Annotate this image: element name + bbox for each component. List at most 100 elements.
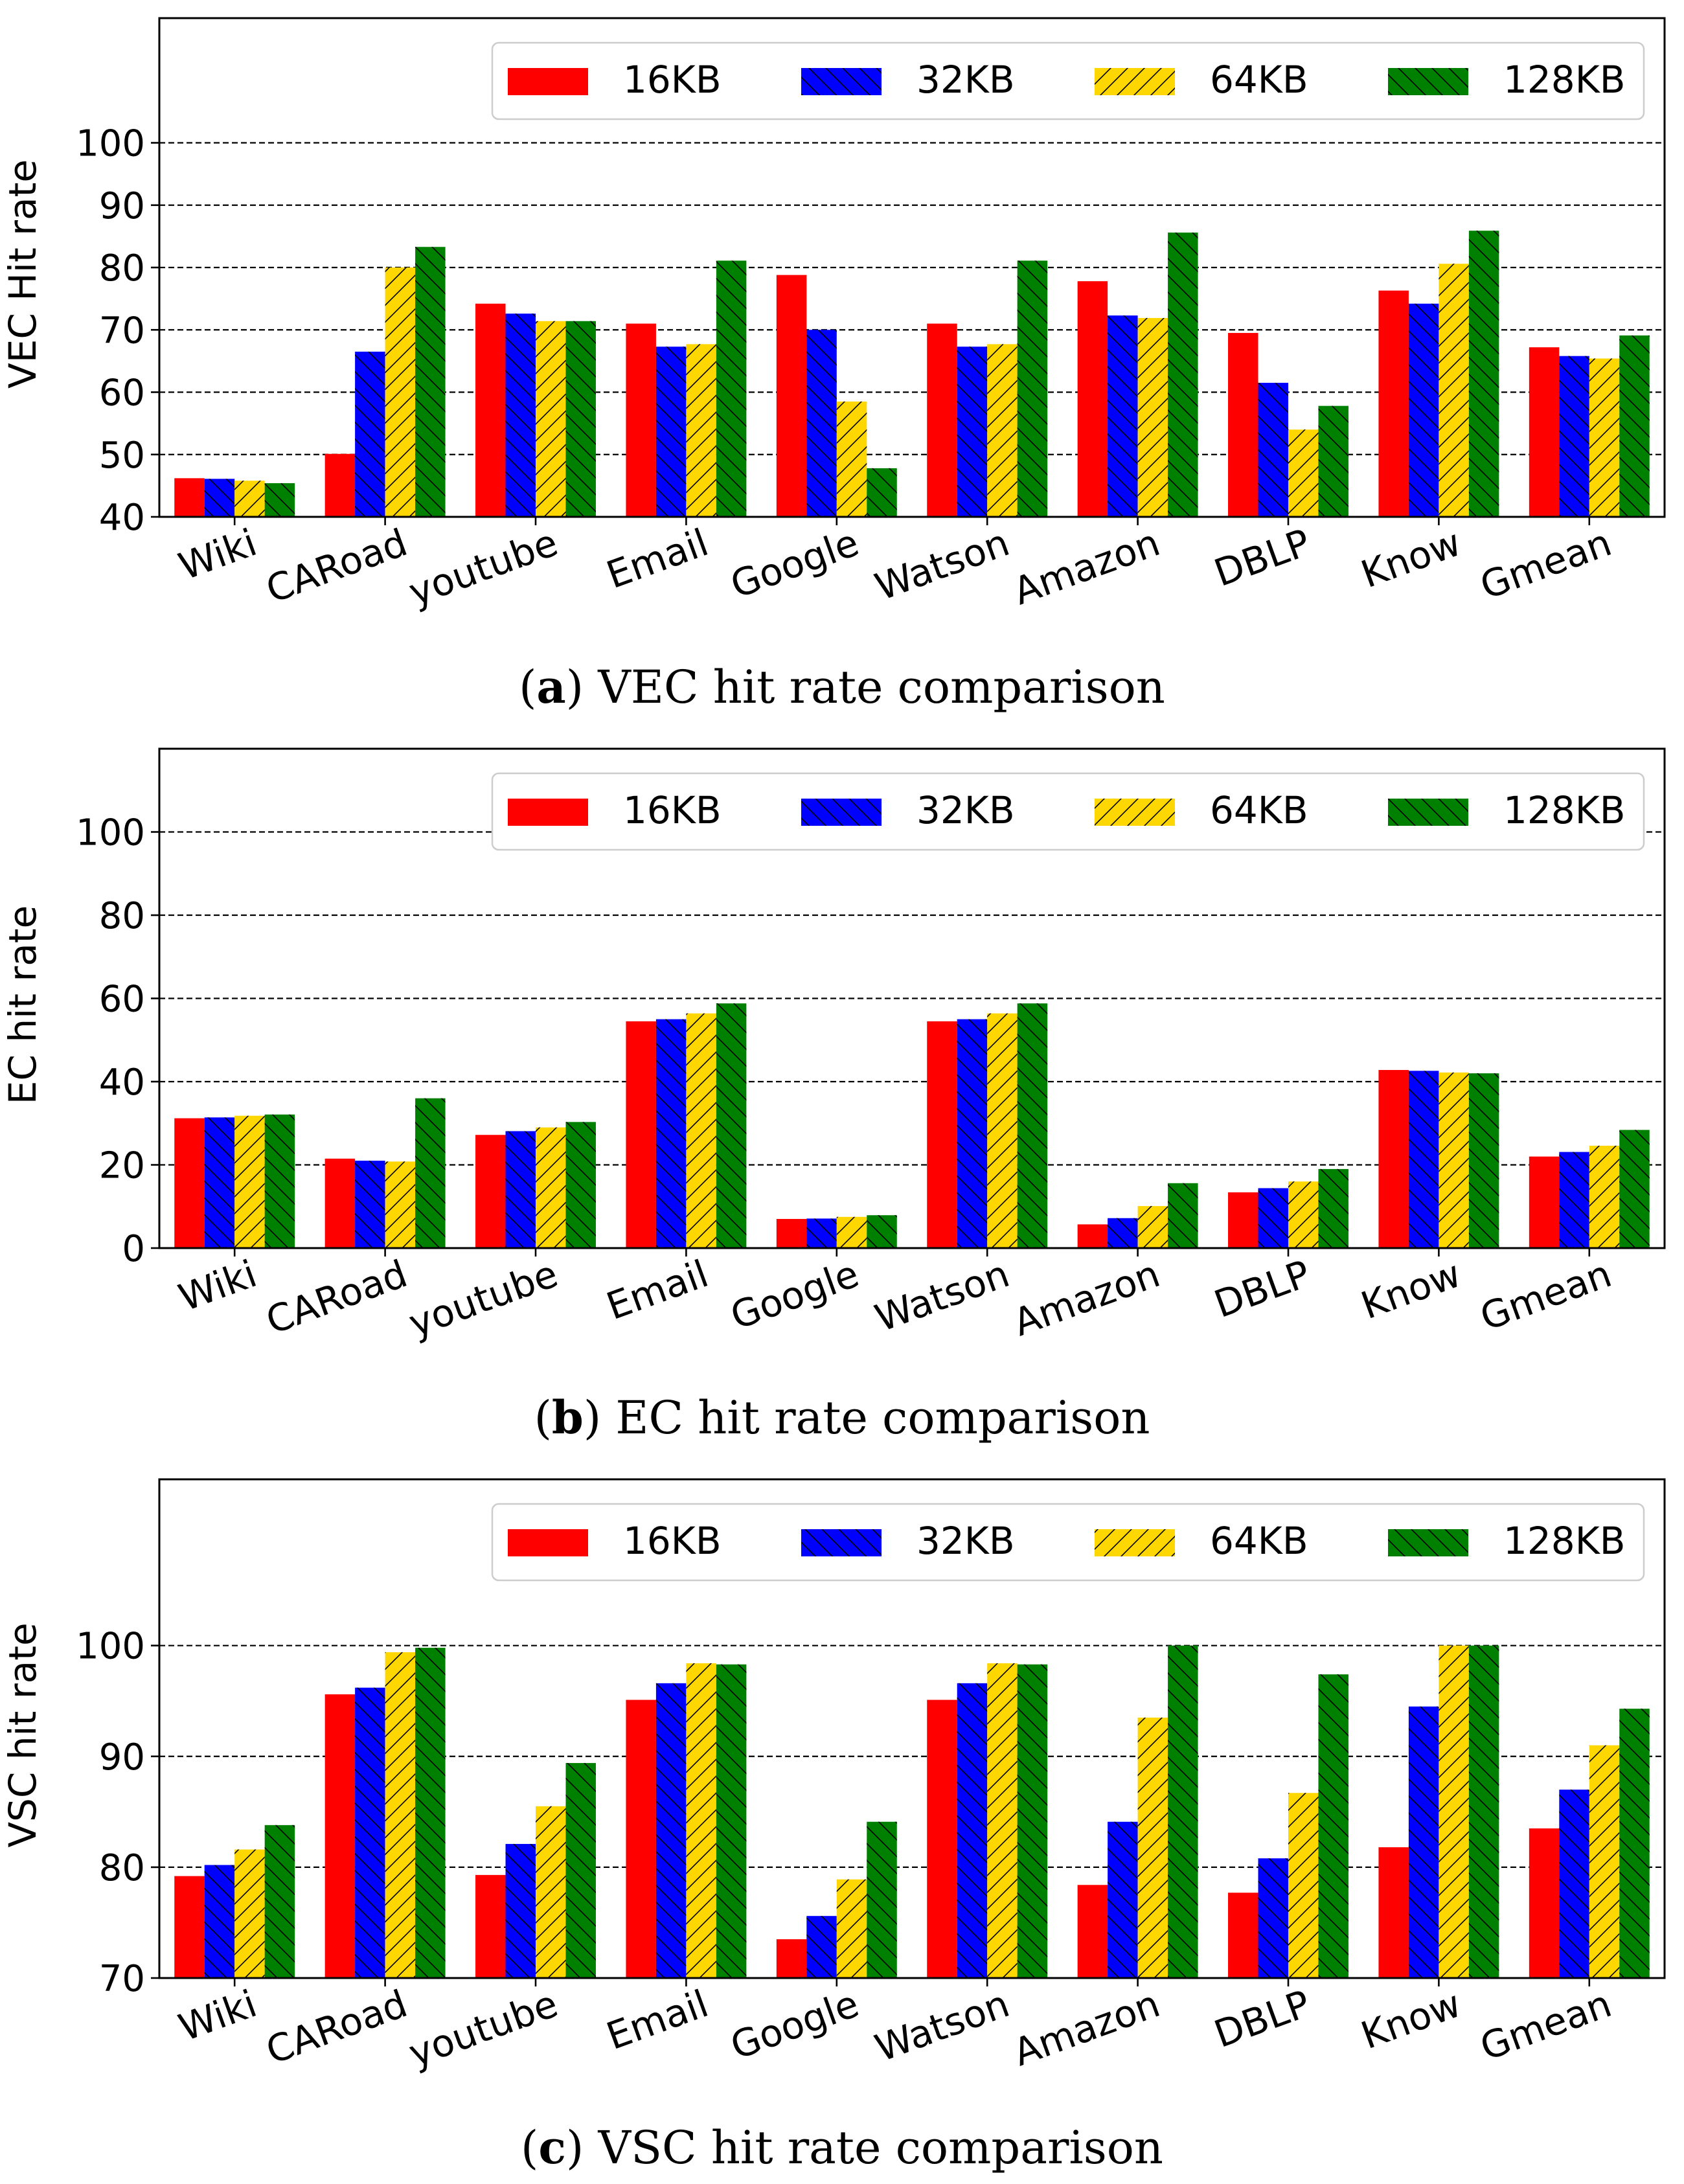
x-tick-label: DBLP (1209, 1251, 1316, 1326)
bar-hatch (806, 1218, 837, 1248)
x-tick-label: Watson (869, 520, 1015, 609)
bar-hatch (1559, 356, 1589, 517)
bar-hatch (836, 1216, 867, 1248)
plot-frame (158, 17, 1666, 518)
y-tick-label: 70 (99, 310, 145, 352)
bar-hatch (806, 1916, 837, 1978)
bar-hatch (655, 1019, 687, 1248)
bar-16KB-Know (1378, 1847, 1409, 1978)
y-tick-label: 90 (99, 185, 145, 227)
bar-16KB-Google (776, 275, 807, 517)
bar-hatch (1589, 1145, 1620, 1248)
bar-16KB-Amazon (1077, 1885, 1108, 1978)
bar-hatch (1439, 1645, 1469, 1978)
caption-open-paren: ( (534, 1391, 552, 1444)
bar-hatch (1408, 303, 1439, 517)
bar-hatch (1258, 1858, 1288, 1978)
bar-hatch (1168, 1645, 1198, 1978)
bar-hatch (264, 1114, 295, 1248)
y-tick-label: 60 (99, 979, 145, 1021)
bar-hatch (1017, 260, 1048, 517)
bar-hatch (536, 321, 566, 517)
bar-16KB-CARoad (324, 453, 356, 517)
caption-text: ) EC hit rate comparison (584, 1391, 1150, 1444)
bar-hatch (716, 260, 747, 517)
legend-label: 32KB (916, 58, 1015, 102)
legend-swatch-hatch (801, 68, 882, 95)
caption-b: (b) EC hit rate comparison (534, 1391, 1150, 1444)
bar-hatch (867, 468, 897, 517)
bar-hatch (1589, 358, 1620, 517)
bar-hatch (836, 1879, 867, 1978)
legend: 16KB 32KB 64KB 128KB (491, 772, 1645, 851)
x-tick-label: CARoad (260, 1981, 413, 2073)
bar-hatch (1258, 1188, 1288, 1248)
bar-hatch (1318, 1168, 1348, 1248)
legend-box (491, 41, 1645, 120)
bar-hatch (1137, 1717, 1168, 1978)
bar-hatch (204, 479, 235, 517)
y-tick-label: 40 (99, 1062, 145, 1104)
bar-hatch (505, 1843, 536, 1978)
bar-hatch (1288, 1793, 1319, 1978)
bar-hatch (234, 1115, 265, 1248)
bar-hatch (565, 1763, 596, 1978)
bar-hatch (1408, 1706, 1439, 1978)
bar-hatch (505, 313, 536, 517)
bar-hatch (505, 1131, 536, 1248)
legend-box (491, 772, 1645, 851)
bar-hatch (1288, 1181, 1319, 1248)
x-tick-label: Wiki (173, 1251, 262, 1320)
bar-hatch (1258, 383, 1288, 517)
bar-16KB-Email (626, 1021, 656, 1248)
bar-hatch (1439, 264, 1469, 517)
bar-hatch (987, 1663, 1018, 1978)
bar-16KB-CARoad (324, 1158, 356, 1248)
x-tick-label: Wiki (173, 1981, 262, 2050)
bar-hatch (1619, 335, 1650, 517)
legend-label: 128KB (1503, 58, 1626, 102)
bar-hatch (716, 1003, 747, 1248)
bar-hatch (957, 1019, 988, 1248)
bar-hatch (1168, 233, 1198, 517)
x-tick-label: youtube (403, 1251, 563, 1345)
plot-frame (158, 747, 1666, 1249)
x-tick-label: Amazon (1008, 1251, 1166, 1345)
bar-hatch (1439, 1072, 1469, 1248)
x-tick-label: Email (601, 520, 714, 597)
bar-hatch (1137, 1206, 1168, 1248)
bar-16KB-youtube (475, 303, 506, 517)
caption-text: ) VEC hit rate comparison (566, 661, 1165, 714)
x-tick-label: Watson (869, 1251, 1015, 1340)
caption-c: (c) VSC hit rate comparison (521, 2121, 1163, 2174)
bar-hatch (536, 1806, 566, 1978)
bar-hatch (987, 1013, 1018, 1248)
x-tick-label: DBLP (1209, 520, 1316, 595)
x-tick-label: youtube (403, 1981, 563, 2075)
bar-hatch (716, 1664, 747, 1978)
bar-hatch (1288, 429, 1319, 517)
plot-frame (158, 1478, 1666, 1979)
bar-16KB-DBLP (1228, 1192, 1258, 1248)
bar-hatch (565, 1122, 596, 1248)
y-tick-label: 80 (99, 895, 145, 937)
y-axis-label: EC hit rate (1, 905, 45, 1104)
bar-hatch (1108, 315, 1138, 517)
x-tick-label: Gmean (1475, 1251, 1617, 1339)
legend-swatch-hatch (1388, 799, 1468, 826)
legend-label: 16KB (623, 788, 722, 832)
bar-16KB-youtube (475, 1135, 506, 1248)
bar-hatch (957, 1683, 988, 1978)
y-axis-label: VSC hit rate (1, 1622, 45, 1847)
bar-16KB-Gmean (1529, 1828, 1560, 1978)
bar-16KB-Know (1378, 290, 1409, 517)
legend-swatch-hatch (801, 1529, 882, 1556)
bar-hatch (1108, 1821, 1138, 1978)
bar-hatch (264, 1825, 295, 1978)
legend-swatch-hatch (1095, 799, 1175, 826)
bar-hatch (234, 481, 265, 517)
bar-hatch (806, 330, 837, 517)
legend-label: 64KB (1210, 788, 1308, 832)
bar-16KB-Watson (927, 323, 957, 517)
